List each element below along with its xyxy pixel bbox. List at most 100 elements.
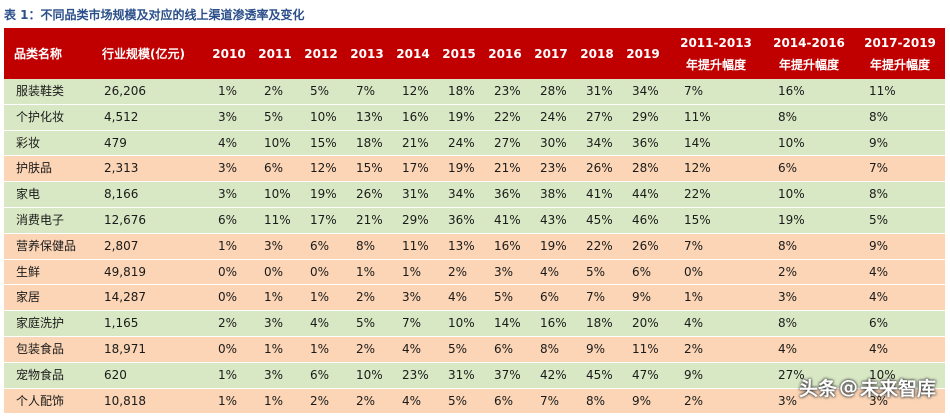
header-change-label: 年提升幅度 bbox=[778, 57, 839, 72]
row-value: 21% bbox=[494, 161, 521, 176]
row-value: 5% bbox=[448, 393, 468, 408]
row-category: 个护化妆 bbox=[16, 109, 65, 124]
row-category: 营养保健品 bbox=[16, 238, 77, 253]
row-value: 9% bbox=[632, 393, 652, 408]
header-change-2014-2016: 2014-2016 年提升幅度 bbox=[764, 28, 854, 79]
row-value: 24% bbox=[448, 135, 475, 150]
row-value: 6% bbox=[869, 316, 889, 331]
row-value: 2% bbox=[684, 393, 704, 408]
row-value: 5% bbox=[586, 264, 606, 279]
table-row: 生鲜 49,819 0% 0% 0% 1% 1% 2% 3% 4% 5% 6% 0% 2% 4% bbox=[4, 259, 945, 286]
row-value: 2% bbox=[356, 290, 376, 305]
watermark: 头条 @ 未来智库 bbox=[799, 372, 936, 402]
row-value: 23% bbox=[494, 84, 521, 98]
table-row: 营养保健品 2,807 1% 3% 6% 8% 11% 13% 16% 19% 22% 26% 7% 8%… bbox=[4, 233, 945, 260]
row-value: 36% bbox=[494, 187, 521, 202]
row-value: 0% bbox=[684, 264, 704, 279]
row-market-size: 2,313 bbox=[104, 161, 139, 176]
row-value: 6% bbox=[494, 393, 514, 408]
row-value: 46% bbox=[632, 212, 659, 227]
table-row: 家电 8,166 3% 10% 19% 26% 31% 34% 36% 38% 41% 44% 22% 1… bbox=[4, 182, 945, 208]
row-category: 宠物食品 bbox=[16, 367, 65, 382]
row-value: 7% bbox=[684, 238, 704, 253]
row-value: 44% bbox=[632, 187, 659, 202]
row-value: 20% bbox=[632, 316, 659, 331]
row-value: 8% bbox=[778, 109, 798, 124]
row-value: 10% bbox=[448, 316, 475, 331]
header-change-label: 年提升幅度 bbox=[869, 57, 930, 72]
row-value: 3% bbox=[778, 393, 798, 408]
row-market-size: 479 bbox=[104, 135, 127, 150]
header-2013: 2013 bbox=[350, 46, 384, 61]
row-value: 38% bbox=[540, 187, 567, 202]
header-2019: 2019 bbox=[626, 46, 660, 61]
row-market-size: 26,206 bbox=[104, 84, 146, 98]
row-value: 45% bbox=[586, 367, 613, 382]
row-value: 3% bbox=[264, 238, 284, 253]
table-caption: 表 1：不同品类市场规模及对应的线上渠道渗透率及变化 bbox=[4, 8, 305, 22]
row-value: 4% bbox=[402, 341, 422, 356]
row-value: 27% bbox=[494, 135, 521, 150]
row-value: 7% bbox=[684, 84, 704, 98]
header-category: 品类名称 bbox=[14, 47, 63, 61]
row-value: 6% bbox=[310, 367, 330, 382]
row-value: 14% bbox=[684, 135, 711, 150]
row-value: 3% bbox=[264, 367, 284, 382]
table-header: 品类名称 行业规模(亿元) 2010 2011 2012 2013 2014 2… bbox=[4, 28, 945, 79]
row-value: 27% bbox=[586, 109, 613, 124]
row-category: 家居 bbox=[16, 290, 41, 305]
table-row: 个护化妆 4,512 3% 5% 10% 13% 16% 19% 22% 24% 27% 29% 11%… bbox=[4, 104, 945, 131]
row-value: 29% bbox=[632, 109, 659, 124]
row-value: 21% bbox=[356, 212, 383, 227]
row-value: 17% bbox=[310, 212, 337, 227]
table-row: 包装食品 18,971 0% 1% 1% 2% 4% 5% 6% 8% 9% 11% 2% 4% 4% bbox=[4, 336, 945, 363]
row-value: 22% bbox=[494, 109, 521, 124]
row-value: 18% bbox=[448, 84, 475, 98]
header-change-range: 2014-2016 bbox=[773, 35, 845, 50]
row-value: 0% bbox=[310, 264, 330, 279]
row-value: 7% bbox=[540, 393, 560, 408]
watermark-at: @ bbox=[838, 376, 858, 398]
row-value: 9% bbox=[869, 238, 889, 253]
row-value: 19% bbox=[448, 109, 475, 124]
row-value: 1% bbox=[264, 341, 284, 356]
row-value: 24% bbox=[540, 109, 567, 124]
header-2017: 2017 bbox=[534, 46, 568, 61]
row-value: 1% bbox=[218, 393, 238, 408]
row-value: 11% bbox=[684, 109, 711, 124]
table-row: 家居 14,287 0% 1% 1% 2% 3% 4% 5% 6% 7% 9% 1% 3% 4% bbox=[4, 285, 945, 312]
row-value: 16% bbox=[402, 109, 429, 124]
row-value: 1% bbox=[310, 341, 330, 356]
row-value: 11% bbox=[632, 341, 659, 356]
row-market-size: 14,287 bbox=[104, 290, 146, 305]
row-value: 12% bbox=[310, 161, 337, 176]
row-value: 8% bbox=[778, 316, 798, 331]
row-value: 6% bbox=[218, 212, 238, 227]
row-value: 15% bbox=[310, 135, 337, 150]
row-value: 2% bbox=[448, 264, 468, 279]
row-value: 4% bbox=[869, 341, 889, 356]
row-value: 17% bbox=[402, 161, 429, 176]
row-value: 31% bbox=[586, 84, 613, 98]
row-value: 4% bbox=[869, 264, 889, 279]
row-value: 16% bbox=[540, 316, 567, 331]
row-value: 10% bbox=[264, 187, 291, 202]
row-market-size: 10,818 bbox=[104, 393, 146, 408]
row-value: 2% bbox=[684, 341, 704, 356]
row-value: 3% bbox=[402, 290, 422, 305]
row-value: 5% bbox=[494, 290, 514, 305]
row-value: 1% bbox=[402, 264, 422, 279]
table-row: 服装鞋类 26,206 1% 2% 5% 7% 12% 18% 23% 28% 31% 34% 7% 16… bbox=[4, 79, 945, 105]
header-change-2017-2019: 2017-2019 年提升幅度 bbox=[855, 28, 945, 79]
row-value: 9% bbox=[869, 135, 889, 150]
row-value: 28% bbox=[540, 84, 567, 98]
row-value: 43% bbox=[540, 212, 567, 227]
table-body: 服装鞋类 26,206 1% 2% 5% 7% 12% 18% 23% 28% 31% 34% 7% 16… bbox=[4, 79, 945, 415]
row-value: 8% bbox=[778, 238, 798, 253]
row-value: 23% bbox=[402, 367, 429, 382]
row-value: 4% bbox=[402, 393, 422, 408]
watermark-source: 头条 bbox=[798, 377, 837, 400]
header-change-label: 年提升幅度 bbox=[685, 57, 746, 72]
table-row: 护肤品 2,313 3% 6% 12% 15% 17% 19% 21% 23% 26% 28% 12% 6… bbox=[4, 156, 945, 183]
row-value: 21% bbox=[402, 135, 429, 150]
